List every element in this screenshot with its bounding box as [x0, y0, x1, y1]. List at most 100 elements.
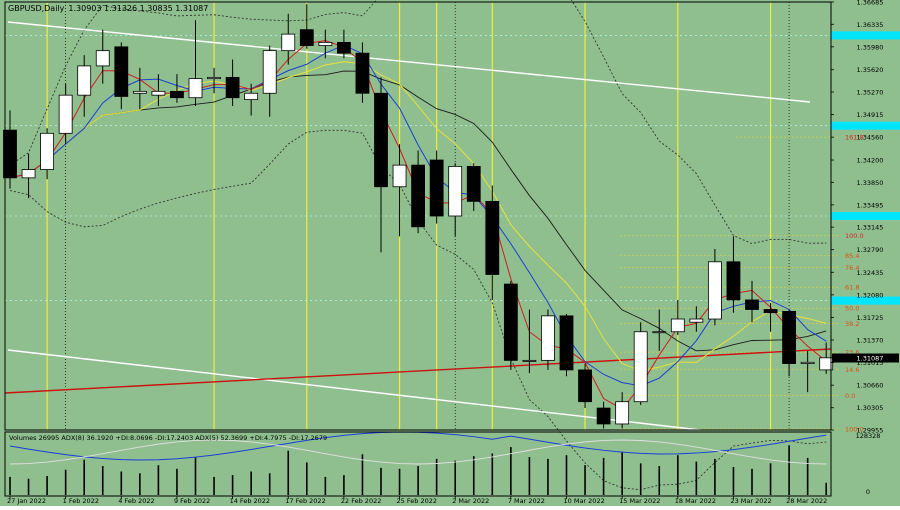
date-tick-label: 14 Feb 2022 — [230, 497, 270, 505]
fib-level-label: 61.8 — [845, 284, 859, 292]
candle-body — [541, 315, 555, 361]
candle-body — [429, 159, 444, 217]
level-highlight — [831, 31, 900, 40]
price-tick-label: 1.34915 — [857, 111, 884, 119]
price-tick-label: 1.32790 — [857, 246, 884, 254]
candle-body — [615, 401, 630, 425]
candle-body — [596, 407, 611, 425]
candle-body — [299, 29, 314, 46]
volume-max-label: 128328 — [856, 432, 881, 440]
fib-level-label: 0.0 — [845, 392, 855, 400]
candle-body — [485, 200, 500, 275]
price-tick-label: 1.35270 — [857, 88, 884, 96]
fib-level-label: 23.6 — [845, 349, 859, 357]
fib-level-label: 76.4 — [845, 264, 859, 272]
candle-body — [318, 41, 333, 46]
candle-body — [689, 318, 704, 323]
fib-level-label: 85.4 — [845, 252, 859, 260]
lower-channel-line — [7, 349, 701, 431]
candle-body — [188, 78, 203, 99]
candle-body — [819, 357, 834, 371]
fib-level-label: 100.0 — [845, 426, 864, 434]
price-tick-label: 1.30660 — [857, 382, 884, 390]
candle-body — [3, 129, 17, 179]
fib-level-label: 14.6 — [845, 366, 859, 374]
candle-body — [281, 33, 296, 52]
upper-band-line — [9, 0, 827, 245]
volume-panel-border — [4, 431, 832, 497]
candle-body — [225, 76, 240, 99]
candle-body — [503, 283, 518, 361]
candle-body — [374, 92, 388, 188]
upper-channel-line — [7, 21, 811, 103]
candle-body — [726, 261, 741, 301]
date-tick-label: 1 Feb 2022 — [63, 497, 99, 505]
candle-body — [207, 76, 221, 80]
candle-body — [132, 90, 147, 94]
candle-body — [244, 92, 259, 101]
candle-body — [40, 132, 54, 170]
price-tick-label: 1.31370 — [857, 337, 884, 345]
fib-level-label: 100.0 — [845, 232, 864, 240]
date-tick-label: 23 Mar 2022 — [730, 497, 771, 505]
date-tick-label: 22 Feb 2022 — [341, 497, 381, 505]
ma-blue-line — [9, 44, 827, 387]
fib-level-label: 38.2 — [845, 320, 859, 328]
candle-body — [151, 90, 166, 96]
level-highlight — [831, 121, 900, 130]
date-tick-label: 4 Feb 2022 — [118, 497, 154, 505]
date-tick-label: 2 Mar 2022 — [452, 497, 489, 505]
price-tick-label: 1.32435 — [857, 269, 884, 277]
price-tick-label: 1.29955 — [857, 427, 884, 435]
date-tick-label: 9 Feb 2022 — [174, 497, 210, 505]
price-tick-label: 1.30305 — [857, 404, 884, 412]
date-tick-label: 15 Mar 2022 — [619, 497, 660, 505]
symbol-title: GBPUSD,Daily 1.30903 1.31326 1.30835 1.31… — [8, 4, 208, 13]
price-tick-label: 1.33495 — [857, 201, 884, 209]
level-highlight — [831, 296, 900, 305]
ma-yellow-line — [9, 61, 827, 372]
price-tick-label: 1.31725 — [857, 314, 884, 322]
candle-body — [170, 90, 184, 99]
volume-min-label: 0 — [866, 488, 870, 496]
price-tick-label: 1.32080 — [857, 291, 884, 299]
candle-body — [522, 359, 537, 362]
date-tick-label: 27 Jan 2022 — [7, 497, 46, 505]
date-tick-label: 18 Mar 2022 — [675, 497, 716, 505]
date-tick-label: 28 Mar 2022 — [786, 497, 827, 505]
volume-legend: Volumes 26995 ADX(8) 36.1920 +DI:8.0696 … — [9, 434, 327, 442]
price-tick-label: 1.33850 — [857, 179, 884, 187]
di-line — [9, 439, 827, 465]
price-tick-label: 1.35620 — [857, 66, 884, 74]
date-tick-label: 17 Feb 2022 — [285, 497, 325, 505]
candle-body — [559, 315, 574, 371]
candle-body — [411, 164, 426, 228]
date-tick-label: 10 Mar 2022 — [564, 497, 605, 505]
price-tick-label: 1.34560 — [857, 134, 884, 142]
fib-level-label: 50.0 — [845, 305, 859, 313]
support-trend-line — [4, 348, 832, 394]
candle-body — [392, 164, 407, 188]
candle-body — [466, 165, 481, 202]
price-tick-label: 1.34200 — [857, 157, 884, 165]
price-panel-border — [4, 1, 832, 431]
candle-body — [355, 52, 370, 94]
candle-body — [708, 261, 722, 320]
candle-body — [114, 46, 129, 97]
date-tick-label: 7 Mar 2022 — [508, 497, 545, 505]
candle-body — [578, 369, 592, 403]
candle-body — [95, 50, 110, 67]
candle-body — [262, 50, 277, 94]
fib-level-label: 161.8 — [845, 134, 864, 142]
price-tick-label: 1.36335 — [857, 21, 884, 29]
current-price-label: 1.31087 — [857, 355, 884, 363]
candle-body — [58, 94, 73, 134]
price-tick-label: 1.31015 — [857, 359, 884, 367]
candle-body — [336, 41, 351, 54]
ohlc-values: 1.30903 1.31326 1.30835 1.31087 — [68, 4, 208, 13]
price-tick-label: 1.33145 — [857, 224, 884, 232]
symbol-timeframe: GBPUSD,Daily — [8, 4, 65, 13]
